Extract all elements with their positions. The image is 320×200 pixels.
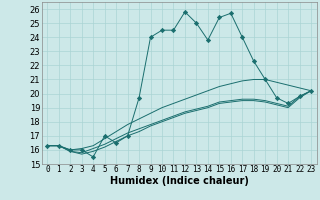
X-axis label: Humidex (Indice chaleur): Humidex (Indice chaleur) bbox=[110, 176, 249, 186]
